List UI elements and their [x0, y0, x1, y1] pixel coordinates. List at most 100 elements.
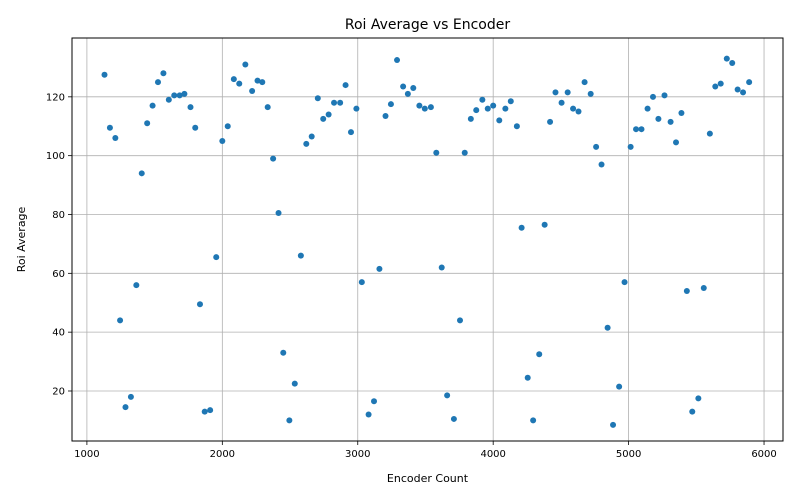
scatter-point — [621, 279, 628, 286]
scatter-point — [331, 99, 338, 106]
scatter-point — [689, 408, 696, 415]
scatter-point — [112, 135, 119, 142]
scatter-point — [496, 117, 503, 124]
scatter-point — [365, 411, 372, 418]
scatter-point — [207, 407, 214, 414]
scatter-point — [734, 86, 741, 93]
scatter-point — [176, 92, 183, 99]
scatter-point — [224, 123, 231, 130]
scatter-point — [219, 137, 226, 144]
scatter-point — [587, 90, 594, 97]
scatter-point — [604, 324, 611, 331]
x-tick-label: 4000 — [480, 449, 505, 460]
scatter-point — [254, 77, 261, 84]
scatter-point — [371, 398, 378, 405]
scatter-point — [236, 80, 243, 87]
scatter-point — [264, 104, 271, 111]
scatter-point — [427, 104, 434, 111]
scatter-point — [187, 104, 194, 111]
scatter-point — [575, 108, 582, 115]
scatter-point — [337, 99, 344, 106]
scatter-point — [249, 87, 256, 94]
scatter-point — [524, 374, 531, 381]
y-tick-label: 40 — [52, 328, 65, 339]
scatter-point — [149, 102, 156, 109]
scatter-point — [138, 170, 145, 177]
scatter-point — [394, 57, 401, 64]
scatter-point — [638, 126, 645, 133]
chart-title: Roi Average vs Encoder — [345, 17, 510, 33]
scatter-point — [196, 301, 203, 308]
scatter-point — [106, 124, 113, 131]
scatter-point — [479, 96, 486, 103]
scatter-point — [242, 61, 249, 68]
scatter-point — [433, 149, 440, 156]
scatter-point — [706, 130, 713, 137]
scatter-point — [633, 126, 640, 133]
x-tick-label: 1000 — [74, 449, 99, 460]
y-tick-label: 60 — [52, 269, 65, 280]
scatter-point — [610, 421, 617, 428]
scatter-point — [400, 83, 407, 90]
y-tick-label: 80 — [52, 210, 65, 221]
scatter-point — [314, 95, 321, 102]
scatter-point — [201, 408, 208, 415]
scatter-point — [303, 140, 310, 147]
scatter-point — [649, 93, 656, 100]
x-tick-label: 2000 — [210, 449, 235, 460]
scatter-point — [740, 89, 747, 96]
scatter-point — [673, 139, 680, 146]
x-tick-label: 6000 — [751, 449, 776, 460]
scatter-point — [382, 112, 389, 119]
scatter-point — [616, 383, 623, 390]
scatter-point — [564, 89, 571, 96]
scatter-point — [297, 252, 304, 259]
scatter-point — [122, 404, 129, 411]
scatter-point — [387, 101, 394, 108]
scatter-point — [160, 70, 167, 77]
x-axis-label: Encoder Count — [387, 472, 469, 485]
scatter-point — [165, 96, 172, 103]
scatter-point — [230, 76, 237, 83]
scatter-point — [270, 155, 277, 162]
scatter-point — [404, 90, 411, 97]
grid-lines — [72, 38, 783, 441]
scatter-point — [280, 349, 287, 356]
scatter-point — [473, 107, 480, 114]
scatter-point — [192, 124, 199, 131]
scatter-point — [342, 82, 349, 89]
scatter-point — [457, 317, 464, 324]
scatter-point — [695, 395, 702, 402]
x-tick-label: 3000 — [345, 449, 370, 460]
scatter-point — [438, 264, 445, 271]
scatter-point — [513, 123, 520, 130]
y-tick-label: 120 — [46, 92, 65, 103]
scatter-point — [518, 224, 525, 231]
scatter-point — [683, 287, 690, 294]
scatter-point — [570, 105, 577, 112]
scatter-point — [144, 120, 151, 127]
y-axis-label: Roi Average — [15, 206, 28, 272]
scatter-point — [667, 118, 674, 125]
scatter-point — [547, 118, 554, 125]
axis-ticks: 1000 2000 3000 4000 5000 6000 20 40 60 80 100 120 — [46, 92, 777, 460]
scatter-point — [552, 89, 559, 96]
scatter-point — [101, 71, 108, 78]
scatter-point — [661, 92, 668, 99]
scatter-point — [259, 79, 266, 86]
scatter-point — [320, 115, 327, 122]
scatter-point — [655, 115, 662, 122]
y-tick-label: 100 — [46, 151, 65, 162]
scatter-point — [484, 105, 491, 112]
scatter-point — [421, 105, 428, 112]
scatter-point — [467, 115, 474, 122]
x-tick-label: 5000 — [616, 449, 641, 460]
scatter-point — [171, 92, 178, 99]
scatter-point — [416, 102, 423, 109]
scatter-point — [717, 80, 724, 87]
scatter-point — [723, 55, 730, 62]
scatter-point — [376, 265, 383, 272]
scatter-point — [598, 161, 605, 168]
scatter-point — [127, 393, 134, 400]
